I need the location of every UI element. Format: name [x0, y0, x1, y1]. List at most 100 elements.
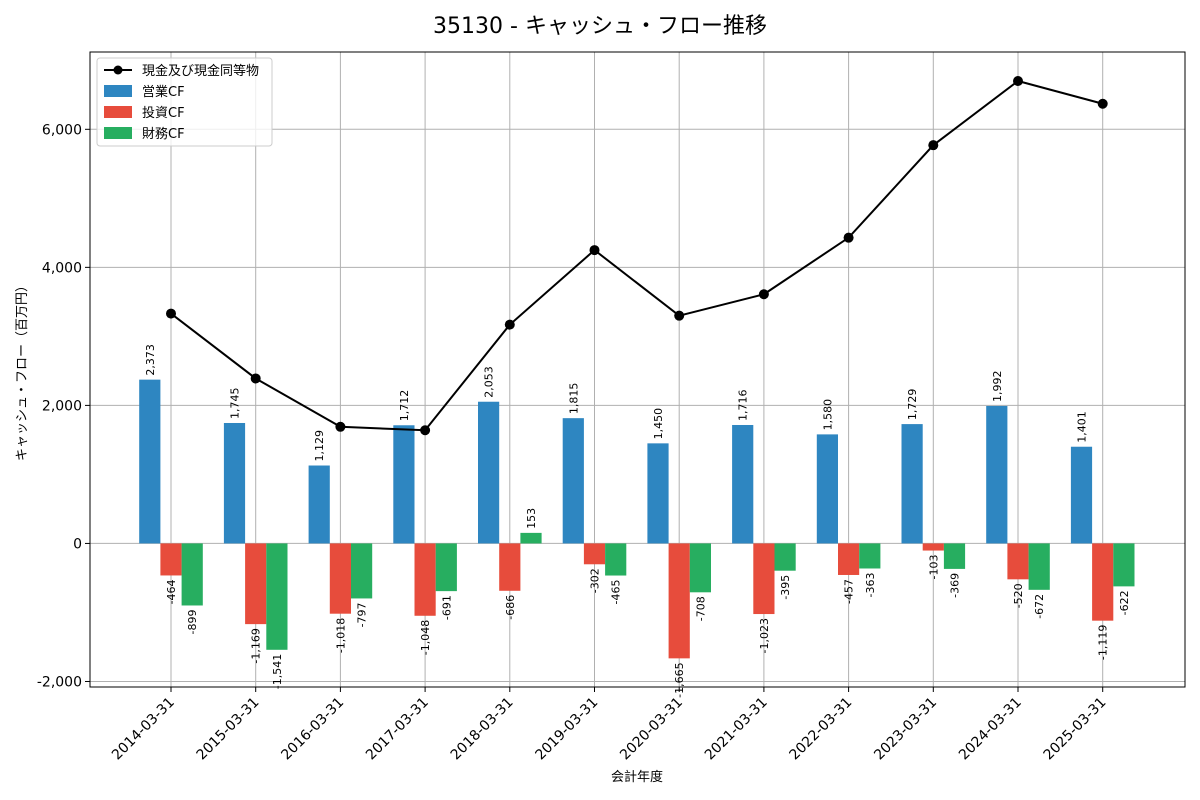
operating-cf-label: 2,373	[144, 344, 157, 376]
financing-cf-label: -691	[440, 595, 453, 620]
operating-cf-bar	[393, 425, 415, 544]
x-tick-label: 2023-03-31	[871, 695, 940, 764]
investing-cf-bar	[668, 543, 690, 659]
cash-line-point	[1097, 98, 1108, 109]
y-tick-label: 4,000	[42, 260, 82, 276]
investing-cf-bar	[583, 543, 606, 565]
cash-line-point	[166, 308, 176, 319]
financing-cf-label: -395	[779, 575, 792, 600]
financing-cf-bar	[351, 543, 373, 599]
financing-cf-label: -899	[186, 609, 199, 634]
investing-cf-bar	[838, 543, 860, 575]
chart-title: 35130 - キャッシュ・フロー推移	[433, 14, 767, 39]
x-axis-label: 会計年度	[611, 769, 663, 785]
investing-cf-label: -1,048	[419, 620, 432, 655]
y-axis-label: キャッシュ・フロー（百万円）	[15, 279, 30, 461]
operating-cf-label: 1,712	[398, 390, 411, 422]
investing-cf-bar	[245, 543, 267, 625]
financing-cf-label: -672	[1033, 594, 1046, 619]
cash-line-point	[843, 232, 854, 243]
operating-cf-label: 1,401	[1076, 411, 1089, 443]
operating-cf-bar	[308, 465, 330, 544]
financing-cf-label: 153	[525, 508, 538, 529]
operating-cf-bar	[562, 418, 584, 544]
y-tick-label: -2,000	[37, 674, 82, 690]
cash-line-point	[589, 245, 600, 256]
investing-cf-label: -520	[1012, 583, 1025, 608]
investing-cf-bar	[1007, 543, 1029, 580]
operating-cf-bar	[816, 434, 838, 544]
cash-line-point	[420, 425, 431, 436]
financing-cf-bar	[605, 543, 627, 576]
cash-line-point	[928, 140, 939, 151]
x-tick-label: 2020-03-31	[617, 695, 686, 764]
legend-bar-swatch	[104, 127, 132, 139]
investing-cf-label: -464	[165, 579, 178, 604]
x-tick-label: 2019-03-31	[532, 695, 601, 764]
investing-cf-bar	[414, 543, 436, 616]
operating-cf-bar	[1070, 446, 1093, 544]
financing-cf-label: -465	[610, 580, 623, 605]
bars	[139, 379, 1135, 659]
investing-cf-bar	[160, 543, 182, 576]
financing-cf-label: -363	[864, 572, 877, 597]
investing-cf-label: -1,119	[1097, 625, 1110, 660]
investing-cf-label: -1,023	[758, 618, 771, 653]
financing-cf-label: -369	[949, 573, 962, 598]
operating-cf-label: 1,129	[313, 430, 326, 462]
investing-cf-label: -1,018	[334, 618, 347, 653]
operating-cf-label: 1,716	[737, 389, 750, 421]
investing-cf-bar	[329, 543, 351, 614]
legend-frame	[96, 57, 273, 147]
operating-cf-bar	[139, 379, 161, 544]
investing-cf-label: -1,665	[673, 662, 686, 697]
legend-bar-swatch	[104, 106, 132, 118]
operating-cf-bar	[732, 424, 754, 544]
operating-cf-label: 1,580	[821, 399, 834, 431]
plot-frame	[89, 51, 1186, 688]
investing-cf-label: -103	[927, 555, 940, 580]
data-labels: 2,373 1,745 1,129 1,712 2,053 1,815 1,450 1,716…	[144, 344, 1131, 698]
x-tick-label: 2022-03-31	[787, 695, 856, 764]
investing-cf-bar	[753, 543, 775, 615]
financing-cf-label: -1,541	[271, 654, 284, 689]
y-tick-label: 2,000	[42, 398, 82, 414]
x-tick-label: 2018-03-31	[448, 695, 517, 764]
financing-cf-label: -622	[1118, 590, 1131, 615]
x-tick-label: 2014-03-31	[109, 695, 178, 764]
investing-cf-label: -1,169	[250, 628, 263, 663]
cash-line-point	[250, 373, 261, 384]
investing-cf-label: -686	[504, 595, 517, 620]
financing-cf-bar	[943, 543, 966, 569]
operating-cf-bar	[901, 424, 923, 544]
investing-cf-label: -457	[843, 579, 856, 604]
operating-cf-label: 2,053	[483, 366, 496, 398]
cash-line-point	[1013, 75, 1023, 86]
investing-cf-label: -302	[589, 568, 602, 593]
cash-line-path	[170, 79, 1103, 432]
legend-label: 財務CF	[142, 127, 185, 142]
x-axis: 2014-03-31 2015-03-31 2016-03-31 2017-03-31…	[109, 687, 1110, 763]
x-tick-label: 2016-03-31	[278, 695, 347, 764]
x-tick-label: 2015-03-31	[194, 695, 263, 764]
legend-label: 営業CF	[142, 84, 185, 100]
cash-line-point	[504, 319, 515, 330]
operating-cf-label: 1,992	[991, 370, 1004, 402]
operating-cf-label: 1,745	[229, 387, 242, 419]
x-tick-label: 2017-03-31	[363, 695, 432, 764]
financing-cf-bar	[181, 543, 203, 606]
operating-cf-label: 1,729	[906, 389, 919, 421]
x-tick-label: 2025-03-31	[1041, 695, 1110, 764]
investing-cf-bar	[1092, 543, 1114, 621]
y-tick-label: 0	[73, 536, 82, 552]
financing-cf-bar	[689, 543, 711, 593]
legend-bar-swatch	[104, 85, 132, 97]
cash-line-point	[674, 310, 685, 321]
legend-label: 現金及び現金同等物	[142, 63, 259, 79]
legend-label: 投資CF	[142, 105, 185, 121]
operating-cf-bar	[223, 422, 246, 544]
operating-cf-bar	[986, 405, 1008, 544]
x-tick-label: 2021-03-31	[702, 695, 771, 764]
